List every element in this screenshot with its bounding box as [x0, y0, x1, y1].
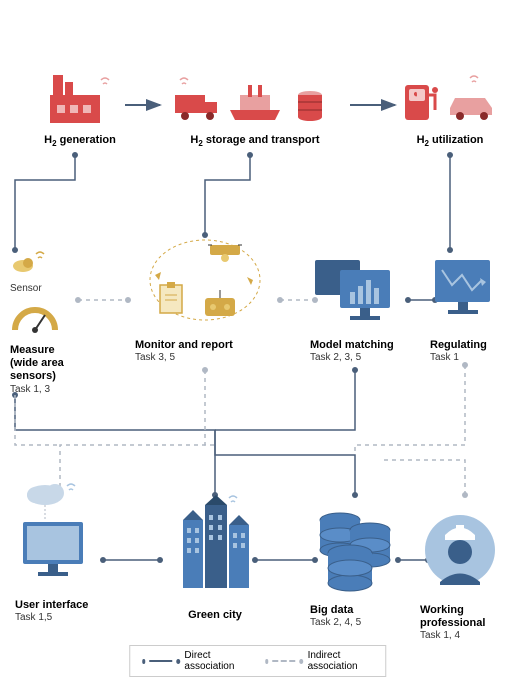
node-measure: Measure (wide area sensors) Task 1, 3 [10, 295, 85, 396]
node-monitor: Monitor and report Task 3, 5 [135, 230, 275, 364]
monitor-task: Task 3, 5 [135, 352, 275, 364]
model-task: Task 2, 3, 5 [310, 352, 410, 364]
chart-icon [430, 250, 500, 330]
legend-indirect: Indirect association [265, 650, 373, 672]
legend-indirect-label: Indirect association [308, 650, 374, 672]
monitors-icon [310, 250, 410, 330]
node-h2-storage: H2 storage and transport [170, 70, 340, 149]
node-regulating: Regulating Task 1 [430, 250, 505, 364]
city-icon [173, 490, 258, 600]
greencity-label: Green city [170, 609, 260, 622]
node-sensor: Sensor [8, 248, 48, 294]
node-h2-generation: H2 generation [35, 70, 125, 149]
node-h2-utilization: H2 utilization [400, 70, 500, 149]
factory-icon [45, 70, 115, 125]
node-professional: Working professional Task 1, 4 [420, 510, 505, 642]
regulating-label: Regulating [430, 339, 505, 352]
legend: Direct association Indirect association [129, 645, 387, 677]
legend-direct: Direct association [142, 650, 245, 672]
node-model: Model matching Task 2, 3, 5 [310, 250, 410, 364]
h2-gen-label: H2 generation [35, 134, 125, 149]
hydrogen-diagram: H2 generation H2 storage and transport H… [0, 0, 515, 685]
ui-label: User interface [15, 599, 105, 612]
bigdata-label: Big data [310, 604, 400, 617]
node-greencity: Green city [170, 490, 260, 622]
measure-label: Measure (wide area sensors) [10, 344, 85, 384]
model-label: Model matching [310, 339, 410, 352]
sensor-icon [8, 248, 48, 278]
monitor-label: Monitor and report [135, 339, 275, 352]
ui-task: Task 1,5 [15, 612, 105, 624]
node-ui: User interface Task 1,5 [15, 480, 105, 624]
sensor-label: Sensor [10, 283, 48, 294]
gauge-icon [10, 295, 60, 335]
h2-util-label: H2 utilization [400, 134, 500, 149]
regulating-task: Task 1 [430, 352, 505, 364]
worker-icon [420, 510, 500, 595]
measure-task: Task 1, 3 [10, 384, 85, 396]
database-icon [310, 505, 400, 595]
legend-direct-label: Direct association [184, 650, 244, 672]
h2-storage-label: H2 storage and transport [170, 134, 340, 149]
prof-task: Task 1, 4 [420, 630, 505, 642]
bigdata-task: Task 2, 4, 5 [310, 617, 400, 629]
fuelstation-icon [400, 70, 500, 125]
drone-icon [135, 230, 275, 330]
node-bigdata: Big data Task 2, 4, 5 [310, 505, 400, 629]
computer-icon [15, 480, 100, 590]
prof-label: Working professional [420, 604, 505, 630]
transport-icon [170, 70, 340, 125]
